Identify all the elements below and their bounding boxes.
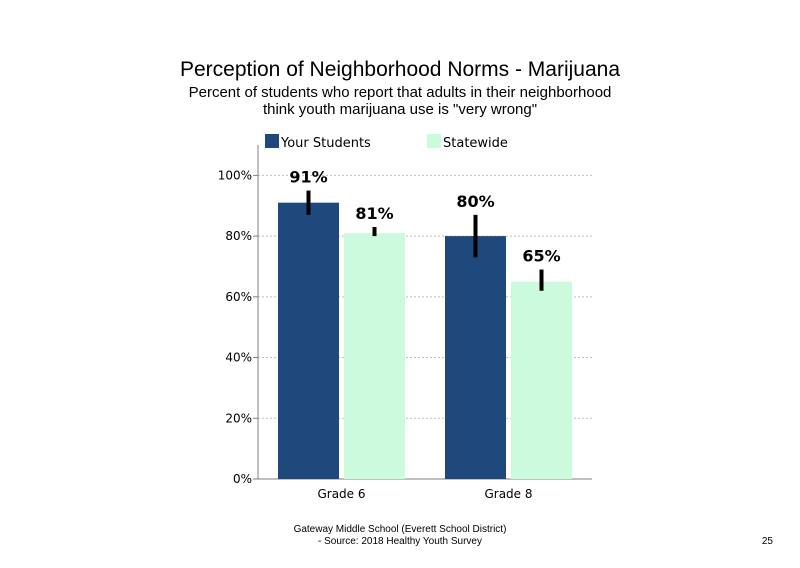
y-tick-label: 100% bbox=[218, 168, 252, 182]
page-number: 25 bbox=[761, 536, 773, 547]
legend-label: Statewide bbox=[443, 136, 508, 151]
data-label: 81% bbox=[355, 204, 393, 223]
legend-swatch bbox=[427, 134, 441, 148]
footer-school: Gateway Middle School (Everett School Di… bbox=[293, 524, 507, 535]
bar-statewide bbox=[511, 281, 572, 479]
footer: Gateway Middle School (Everett School Di… bbox=[0, 524, 800, 548]
subtitle-line-2: think youth marijuana use is "very wrong… bbox=[262, 101, 538, 118]
data-label: 65% bbox=[522, 246, 560, 265]
bar-statewide bbox=[344, 233, 405, 479]
chart-subtitle: Percent of students who report that adul… bbox=[0, 84, 800, 118]
x-tick-label: Grade 8 bbox=[484, 487, 532, 501]
bar-your-students bbox=[445, 236, 506, 479]
legend-swatch bbox=[265, 134, 279, 148]
bar-your-students bbox=[278, 202, 339, 479]
y-tick-label: 0% bbox=[233, 472, 252, 486]
legend-label: Your Students bbox=[280, 136, 371, 151]
footer-source: - Source: 2018 Healthy Youth Survey bbox=[318, 536, 482, 547]
y-tick-label: 20% bbox=[225, 411, 252, 425]
x-tick-label: Grade 6 bbox=[317, 487, 365, 501]
y-tick-label: 60% bbox=[225, 290, 252, 304]
y-tick-label: 80% bbox=[225, 229, 252, 243]
subtitle-line-1: Percent of students who report that adul… bbox=[188, 84, 612, 101]
y-tick-label: 40% bbox=[225, 351, 252, 365]
data-label: 91% bbox=[289, 168, 327, 187]
chart-title: Perception of Neighborhood Norms - Marij… bbox=[179, 58, 621, 81]
data-label: 80% bbox=[456, 192, 494, 211]
